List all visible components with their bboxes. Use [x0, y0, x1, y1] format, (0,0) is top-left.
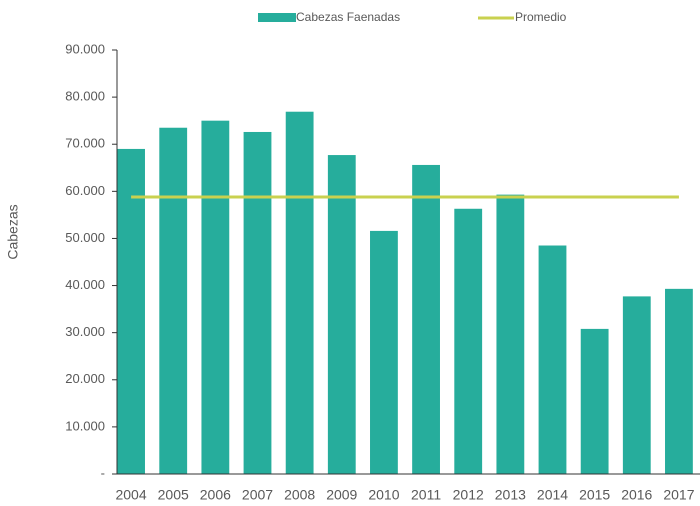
x-tick-label: 2010 [368, 487, 399, 503]
x-tick-label: 2005 [158, 487, 189, 503]
bar [285, 111, 314, 475]
x-tick-label: 2011 [411, 487, 441, 503]
bar [454, 208, 483, 474]
y-tick-label: 90.000 [65, 41, 105, 56]
x-tick-label: 2004 [115, 487, 146, 503]
bar [665, 288, 693, 474]
x-tick-label: 2013 [495, 487, 526, 503]
y-tick-label: 80.000 [65, 89, 105, 104]
x-tick-label: 2008 [284, 487, 315, 503]
y-tick-label: 30.000 [65, 324, 105, 339]
bar [201, 120, 230, 475]
bar [327, 155, 356, 474]
bar [243, 131, 272, 474]
x-tick-label: 2006 [200, 487, 231, 503]
bar [159, 127, 188, 474]
bar [496, 194, 525, 474]
x-tick-label: 2016 [621, 487, 652, 503]
bar [622, 296, 651, 474]
y-tick-label: 40.000 [65, 277, 105, 292]
y-tick-label: 60.000 [65, 183, 105, 198]
x-tick-label: 2012 [453, 487, 484, 503]
y-tick-label: 50.000 [65, 230, 105, 245]
bar [117, 148, 145, 474]
x-tick-label: 2014 [537, 487, 568, 503]
x-tick-label: 2015 [579, 487, 610, 503]
legend-label: Promedio [515, 10, 567, 24]
x-tick-label: 2007 [242, 487, 273, 503]
legend-swatch [258, 13, 296, 22]
y-tick-label: 20.000 [65, 371, 105, 386]
bar [580, 328, 609, 474]
x-tick-label: 2009 [326, 487, 357, 503]
bar [538, 245, 567, 474]
x-tick-label: 2017 [663, 487, 694, 503]
legend-label: Cabezas Faenadas [296, 10, 400, 24]
y-tick-label: - [101, 465, 105, 480]
y-axis-title: Cabezas [5, 204, 21, 259]
y-tick-label: 10.000 [65, 418, 105, 433]
bar [412, 164, 440, 474]
y-tick-label: 70.000 [65, 136, 105, 151]
bar [370, 230, 398, 474]
